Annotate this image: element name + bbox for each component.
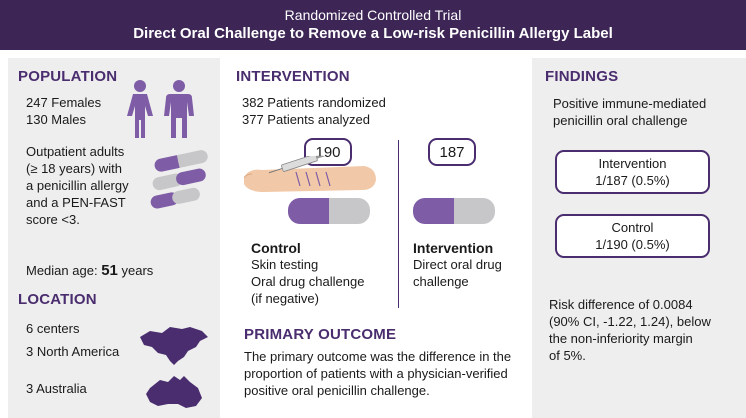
findings-heading: FINDINGS	[545, 68, 619, 85]
risk-line-3: the non-inferiority margin	[549, 331, 693, 346]
arm-skin-test-icon	[244, 156, 376, 192]
population-heading: POPULATION	[18, 68, 118, 85]
females-count: 247 Females	[26, 95, 102, 110]
female-male-icon	[127, 80, 194, 138]
arm-divider	[398, 140, 399, 308]
control-title: Control	[251, 240, 301, 256]
median-age-unit: years	[121, 263, 154, 278]
criteria-line-5: score <3.	[26, 212, 80, 227]
intervention-n: 187	[439, 143, 465, 161]
capsules-icon	[150, 150, 208, 209]
findings-intro-1: Positive immune-mediated	[553, 96, 707, 111]
intervention-n-box: 187	[428, 138, 476, 166]
north-america-map-icon	[140, 327, 208, 365]
control-line-1: Skin testing	[251, 257, 319, 272]
median-age-label: Median age:	[26, 263, 98, 278]
criteria-line-2: (≥ 18 years) with	[26, 161, 122, 176]
north-america-count: 3 North America	[26, 344, 120, 359]
criteria-line-3: a penicillin allergy	[26, 178, 129, 193]
control-line-3: (if negative)	[251, 291, 319, 306]
centers-count: 6 centers	[26, 321, 80, 336]
primary-outcome-line-1: The primary outcome was the difference i…	[244, 349, 512, 364]
intervention-title: Intervention	[413, 240, 494, 256]
intervention-heading: INTERVENTION	[236, 68, 350, 85]
control-result-box: Control 1/190 (0.5%)	[555, 214, 710, 258]
primary-outcome-heading: PRIMARY OUTCOME	[244, 326, 397, 343]
analyzed-count: 377 Patients analyzed	[242, 112, 370, 127]
control-result-value: 1/190 (0.5%)	[595, 237, 670, 252]
australia-count: 3 Australia	[26, 381, 87, 396]
randomized-count: 382 Patients randomized	[242, 95, 386, 110]
findings-intro-2: penicillin oral challenge	[553, 113, 688, 128]
criteria-line-1: Outpatient adults	[26, 144, 125, 159]
intervention-line-1: Direct oral drug	[413, 257, 502, 272]
control-line-2: Oral drug challenge	[251, 274, 365, 289]
intervention-line-2: challenge	[413, 274, 469, 289]
control-capsule-icon	[288, 198, 370, 224]
location-heading: LOCATION	[18, 291, 97, 308]
primary-outcome-line-2: proportion of patients with a physician-…	[244, 366, 508, 381]
median-age: Median age: 51 years	[26, 262, 153, 279]
intervention-result-box: Intervention 1/187 (0.5%)	[555, 150, 710, 194]
intervention-result-value: 1/187 (0.5%)	[595, 173, 670, 188]
risk-line-4: of 5%.	[549, 348, 586, 363]
males-count: 130 Males	[26, 112, 86, 127]
header-title: Direct Oral Challenge to Remove a Low-ri…	[133, 25, 613, 42]
risk-line-2: (90% CI, -1.22, 1.24), below	[549, 314, 711, 329]
header-subtitle: Randomized Controlled Trial	[284, 7, 462, 23]
header-banner: Randomized Controlled Trial Direct Oral …	[0, 0, 746, 50]
primary-outcome-line-3: positive oral penicillin challenge.	[244, 383, 430, 398]
intervention-result-label: Intervention	[598, 156, 667, 171]
median-age-value: 51	[101, 262, 118, 279]
intervention-capsule-icon	[413, 198, 495, 224]
australia-map-icon	[146, 376, 202, 408]
risk-line-1: Risk difference of 0.0084	[549, 297, 693, 312]
control-result-label: Control	[611, 220, 654, 235]
criteria-line-4: and a PEN-FAST	[26, 195, 126, 210]
